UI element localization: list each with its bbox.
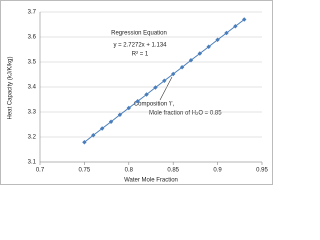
data-point: [206, 44, 211, 49]
y-tick-label: 3.3: [28, 110, 37, 116]
y-tick-label: 3.6: [28, 35, 37, 41]
y-tick-label: 3.5: [28, 60, 37, 66]
data-point: [126, 105, 131, 111]
data-point: [153, 85, 158, 90]
y-tick-label: 3.2: [28, 135, 37, 141]
annotation: Composition 'i',: [134, 102, 175, 108]
x-tick-label: 0.9: [213, 168, 222, 174]
data-point: [117, 112, 123, 117]
data-point: [135, 99, 140, 104]
data-point: [233, 24, 238, 29]
y-tick-label: 3.1: [28, 160, 37, 166]
data-point: [179, 65, 185, 70]
data-point: [171, 71, 176, 77]
data-point: [215, 37, 220, 42]
annotation: Mole fraction of H₂O = 0.85: [149, 111, 222, 117]
x-tick-label: 0.75: [79, 168, 91, 174]
x-tick-label: 0.85: [167, 168, 179, 174]
y-tick-label: 3.7: [28, 10, 37, 16]
x-tick-label: 0.8: [125, 168, 134, 174]
data-point: [108, 119, 114, 124]
x-tick-label: 0.95: [256, 168, 268, 174]
data-point: [144, 92, 149, 97]
data-point: [197, 51, 203, 56]
annotation: R² = 1: [132, 52, 149, 58]
data-point: [99, 126, 105, 131]
data-point: [82, 140, 87, 145]
annotation: y = 2.7272x + 1.134: [113, 43, 167, 49]
data-point: [188, 58, 194, 63]
data-point: [242, 17, 247, 22]
chart: Heat Capacity (kJ/K/kg) Water Mole Fract…: [0, 0, 273, 185]
data-point: [162, 78, 167, 83]
y-tick-label: 3.4: [28, 85, 37, 91]
x-tick-label: 0.7: [36, 168, 45, 174]
x-axis-title: Water Mole Fraction: [124, 178, 178, 184]
annotation-arrow: [159, 76, 173, 101]
chart-frame: [0, 0, 273, 185]
y-axis-title: Heat Capacity (kJ/K/kg): [8, 56, 14, 119]
data-point: [224, 30, 229, 36]
annotation: Regression Equation: [111, 31, 167, 37]
data-point: [91, 133, 96, 138]
